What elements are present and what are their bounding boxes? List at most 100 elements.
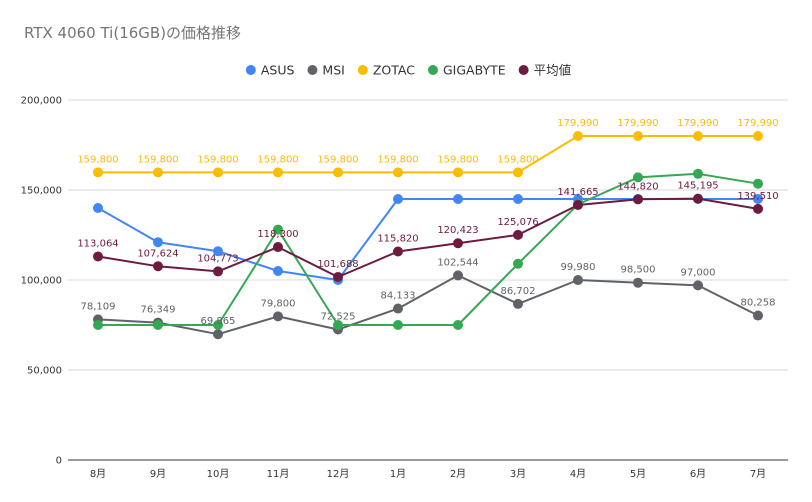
data-label-msi: 79,800 — [261, 298, 296, 309]
data-point-zotac — [213, 167, 223, 178]
x-tick-label: 11月 — [267, 468, 290, 480]
data-point-asus — [513, 194, 523, 204]
data-label-average: 113,064 — [77, 238, 118, 249]
data-label-msi: 72,525 — [321, 311, 356, 322]
x-tick-label: 1月 — [390, 468, 406, 480]
data-point-asus — [93, 203, 103, 213]
data-label-average: 118,300 — [257, 229, 298, 240]
data-point-gigabyte — [93, 320, 103, 330]
data-label-msi: 84,133 — [381, 291, 416, 302]
legend-label: ASUS — [261, 63, 295, 78]
data-point-zotac — [633, 131, 643, 142]
data-point-average — [453, 238, 463, 249]
x-tick-label: 12月 — [327, 468, 350, 480]
data-point-msi — [573, 275, 583, 286]
x-tick-label: 3月 — [510, 468, 526, 480]
data-point-gigabyte — [273, 224, 283, 235]
data-point-average — [273, 242, 283, 253]
data-point-msi — [633, 277, 643, 288]
x-tick-label: 8月 — [90, 468, 106, 480]
legend-item-gigabyte: GIGABYTE — [427, 63, 506, 78]
data-point-average — [333, 271, 343, 282]
series-lines — [93, 131, 763, 340]
chart-title: RTX 4060 Ti(16GB)の価格推移 — [24, 24, 241, 42]
data-point-zotac — [93, 167, 103, 178]
data-label-msi: 102,544 — [437, 257, 478, 268]
data-point-average — [753, 203, 763, 214]
data-point-asus — [153, 237, 163, 248]
data-point-average — [573, 200, 583, 211]
data-point-zotac — [513, 167, 523, 178]
data-point-zotac — [153, 167, 163, 178]
data-label-average: 107,624 — [137, 248, 178, 259]
x-tick-label: 4月 — [570, 468, 586, 480]
data-label-average: 144,820 — [617, 181, 658, 192]
data-point-gigabyte — [633, 172, 643, 183]
data-point-msi — [273, 311, 283, 322]
x-axis: 8月 9月 10月 11月 12月 1月 2月 3月 4月 5月 6月 7月 — [90, 468, 766, 480]
data-label-msi: 97,000 — [681, 267, 716, 278]
x-tick-label: 9月 — [150, 468, 166, 480]
y-tick-label: 50,000 — [27, 366, 62, 377]
data-point-asus — [753, 194, 763, 204]
legend-item-asus: ASUS — [245, 63, 295, 78]
legend-marker — [245, 65, 256, 75]
data-point-gigabyte — [393, 320, 403, 330]
data-point-zotac — [273, 167, 283, 178]
data-label-msi: 69,865 — [201, 316, 236, 327]
data-label-msi: 78,109 — [81, 301, 116, 312]
data-label-average: 139,510 — [737, 191, 778, 202]
x-tick-label: 5月 — [630, 468, 646, 480]
data-label-zotac: 159,800 — [137, 154, 178, 165]
data-point-zotac — [453, 167, 463, 178]
series-line-average — [97, 197, 759, 278]
data-point-msi — [753, 310, 763, 321]
data-point-average — [693, 193, 703, 204]
data-point-zotac — [693, 131, 703, 142]
data-point-gigabyte — [333, 320, 343, 330]
data-label-average: 120,423 — [437, 225, 478, 236]
y-tick-label: 200,000 — [21, 96, 62, 107]
series-line-asus — [97, 198, 758, 281]
y-tick-label: 100,000 — [21, 276, 62, 287]
data-point-gigabyte — [153, 320, 163, 330]
data-label-zotac: 159,800 — [437, 154, 478, 165]
data-label-zotac: 179,990 — [617, 118, 658, 129]
data-label-msi: 86,702 — [501, 286, 536, 297]
data-point-average — [93, 251, 103, 262]
data-point-gigabyte — [693, 168, 703, 179]
y-tick-label: 0 — [56, 456, 62, 467]
data-point-gigabyte — [753, 178, 763, 189]
data-label-zotac: 179,990 — [677, 118, 718, 129]
x-tick-label: 2月 — [450, 468, 466, 480]
data-label-average: 141,665 — [557, 187, 598, 198]
data-point-zotac — [333, 167, 343, 178]
data-label-zotac: 159,800 — [77, 154, 118, 165]
data-label-zotac: 179,990 — [557, 118, 598, 129]
data-label-zotac: 159,800 — [257, 154, 298, 165]
data-label-average: 104,773 — [197, 253, 238, 264]
data-point-average — [153, 261, 163, 272]
series-line-gigabyte — [98, 172, 759, 326]
data-point-msi — [393, 303, 403, 314]
legend-label: GIGABYTE — [443, 63, 506, 78]
data-point-zotac — [393, 167, 403, 178]
data-point-asus — [453, 194, 463, 204]
data-label-zotac: 159,800 — [497, 154, 538, 165]
series-line-zotac — [98, 135, 758, 174]
data-label-zotac: 159,800 — [197, 154, 238, 165]
legend: ASUS MSI ZOTAC GIGABYTE 平均値 — [245, 63, 572, 78]
legend-label: 平均値 — [534, 63, 572, 78]
legend-item-average: 平均値 — [518, 63, 572, 78]
data-label-msi: 80,258 — [741, 298, 776, 309]
legend-marker — [307, 65, 318, 75]
data-labels: 78,109 76,349 69,865 79,800 72,525 84,133 102,… — [77, 118, 778, 327]
data-point-asus — [393, 194, 403, 204]
data-point-gigabyte — [513, 258, 523, 269]
data-point-asus — [213, 246, 223, 257]
legend-item-msi: MSI — [307, 63, 345, 78]
data-point-msi — [693, 280, 703, 291]
data-point-average — [213, 266, 223, 277]
data-label-msi: 76,349 — [141, 305, 176, 316]
grid-lines — [68, 99, 788, 461]
